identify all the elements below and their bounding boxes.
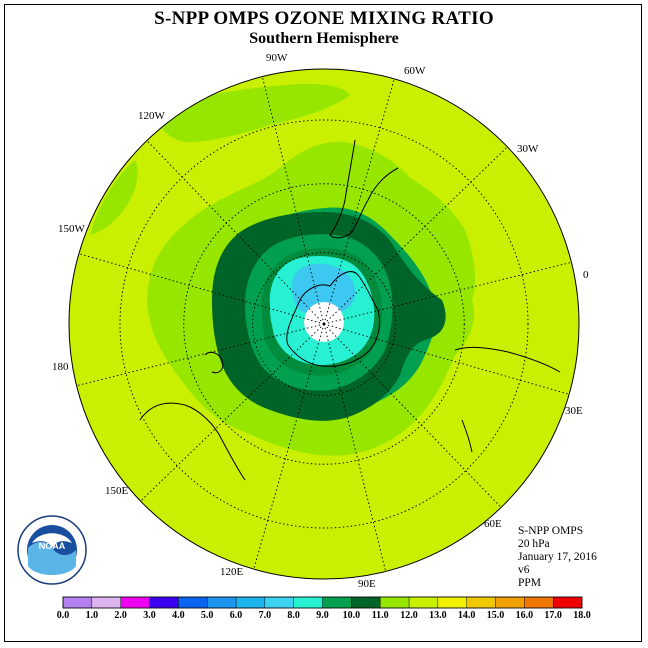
lon-label-150w: 150W bbox=[58, 223, 86, 235]
colorbar-swatch bbox=[495, 596, 525, 609]
latitude-circle bbox=[183, 183, 465, 465]
colorbar-swatch bbox=[379, 596, 410, 609]
lon-label-30e: 30E bbox=[565, 405, 583, 417]
colorbar-swatch bbox=[235, 596, 266, 609]
colorbar-tick-label: 15.0 bbox=[487, 610, 505, 621]
lon-label-150e: 150E bbox=[105, 485, 129, 497]
longitude-line bbox=[253, 323, 325, 570]
colorbar-swatch bbox=[178, 596, 208, 609]
antarctica-coast bbox=[286, 271, 381, 367]
colorbar-tick-label: 18.0 bbox=[573, 610, 591, 621]
colorbar-tick-label: 5.0 bbox=[201, 610, 214, 621]
info-units: PPM bbox=[518, 577, 542, 589]
longitude-line bbox=[323, 78, 395, 325]
info-block: S-NPP OMPS 20 hPa January 17, 2016 v6 PP… bbox=[518, 525, 597, 590]
lon-label-0: 0 bbox=[583, 269, 589, 281]
latitude-circle bbox=[119, 119, 529, 529]
longitude-line bbox=[323, 323, 570, 395]
map-boundary bbox=[68, 68, 580, 580]
colorbar-tick-label: 16.0 bbox=[516, 610, 534, 621]
lon-label-120w: 120W bbox=[138, 110, 166, 122]
longitude-line bbox=[146, 140, 325, 325]
lon-label-90w: 90W bbox=[266, 52, 288, 64]
longitude-line bbox=[323, 323, 387, 572]
colorbar-tick-label: 7.0 bbox=[259, 610, 272, 621]
colorbar-tick-label: 8.0 bbox=[287, 610, 300, 621]
colorbar-tick-label: 10.0 bbox=[343, 610, 361, 621]
colorbar-tick-label: 12.0 bbox=[400, 610, 418, 621]
longitude-line bbox=[323, 323, 502, 508]
longitude-labels: 90W 60W 30W 0 30E 60E 90E 120E 150E 180 … bbox=[52, 52, 589, 590]
map-title: S-NPP OMPS OZONE MIXING RATIO bbox=[154, 8, 494, 29]
map-subtitle: Southern Hemisphere bbox=[249, 30, 399, 47]
colorbar-tick-label: 9.0 bbox=[316, 610, 329, 621]
coastlines bbox=[139, 139, 561, 481]
colorbar-tick-label: 17.0 bbox=[544, 610, 562, 621]
longitude-line bbox=[323, 261, 572, 325]
lon-label-180: 180 bbox=[52, 361, 69, 373]
pole-hole bbox=[304, 302, 344, 342]
colorbar-swatch bbox=[206, 596, 237, 609]
colorbar-swatch bbox=[322, 596, 352, 609]
colorbar-tick-label: 2.0 bbox=[114, 610, 127, 621]
info-level: 20 hPa bbox=[518, 538, 550, 550]
noaa-logo-text: NOAA bbox=[39, 541, 66, 551]
colorbar: 0.0 1.0 2.0 3.0 4.0 5.0 6.0 7.0 8.0 9.0 10.0 11.0 12… bbox=[57, 596, 591, 621]
longitude-line bbox=[323, 146, 508, 325]
colorbar-tick-label: 6.0 bbox=[230, 610, 243, 621]
australia-coast bbox=[139, 402, 246, 481]
info-version: v6 bbox=[518, 564, 530, 576]
lon-label-60e: 60E bbox=[484, 518, 502, 530]
colorbar-frame bbox=[62, 596, 583, 609]
graticule bbox=[76, 76, 572, 572]
figure-frame bbox=[4, 4, 642, 642]
colorbar-tick-label: 3.0 bbox=[143, 610, 156, 621]
colorbar-swatch bbox=[552, 596, 583, 609]
colorbar-swatch bbox=[408, 596, 439, 609]
colorbar-tick-label: 1.0 bbox=[86, 610, 99, 621]
south-america-coast bbox=[329, 139, 399, 239]
colorbar-tick-label: 11.0 bbox=[372, 610, 389, 621]
colorbar-tick-label: 13.0 bbox=[429, 610, 447, 621]
longitude-line bbox=[140, 323, 325, 502]
colorbar-swatch bbox=[149, 596, 179, 609]
lon-label-60w: 60W bbox=[404, 65, 426, 77]
info-date: January 17, 2016 bbox=[518, 551, 597, 563]
longitude-line bbox=[261, 76, 325, 325]
info-instrument: S-NPP OMPS bbox=[518, 525, 584, 537]
lon-label-120e: 120E bbox=[220, 566, 244, 578]
noaa-logo: NOAA bbox=[17, 515, 87, 585]
ozone-contour-11-left-lobe bbox=[90, 160, 138, 235]
colorbar-tick-label: 14.0 bbox=[458, 610, 476, 621]
africa-coast bbox=[454, 346, 561, 373]
colorbar-swatch bbox=[264, 596, 294, 609]
colorbar-tick-label: 0.0 bbox=[57, 610, 70, 621]
colorbar-swatch bbox=[120, 596, 150, 609]
longitude-line bbox=[78, 253, 325, 325]
colorbar-swatch bbox=[524, 596, 554, 609]
colorbar-swatch bbox=[437, 596, 467, 609]
longitude-line bbox=[76, 323, 325, 387]
colorbar-swatch bbox=[62, 596, 93, 609]
colorbar-swatch bbox=[466, 596, 496, 609]
colorbar-swatch bbox=[293, 596, 323, 609]
lon-label-90e: 90E bbox=[358, 578, 376, 590]
colorbar-swatch bbox=[91, 596, 121, 609]
new-zealand-coast bbox=[204, 351, 224, 374]
madagascar-coast bbox=[461, 419, 473, 453]
lon-label-30w: 30W bbox=[517, 143, 539, 155]
colorbar-tick-label: 4.0 bbox=[172, 610, 185, 621]
colorbar-swatch bbox=[351, 596, 381, 609]
